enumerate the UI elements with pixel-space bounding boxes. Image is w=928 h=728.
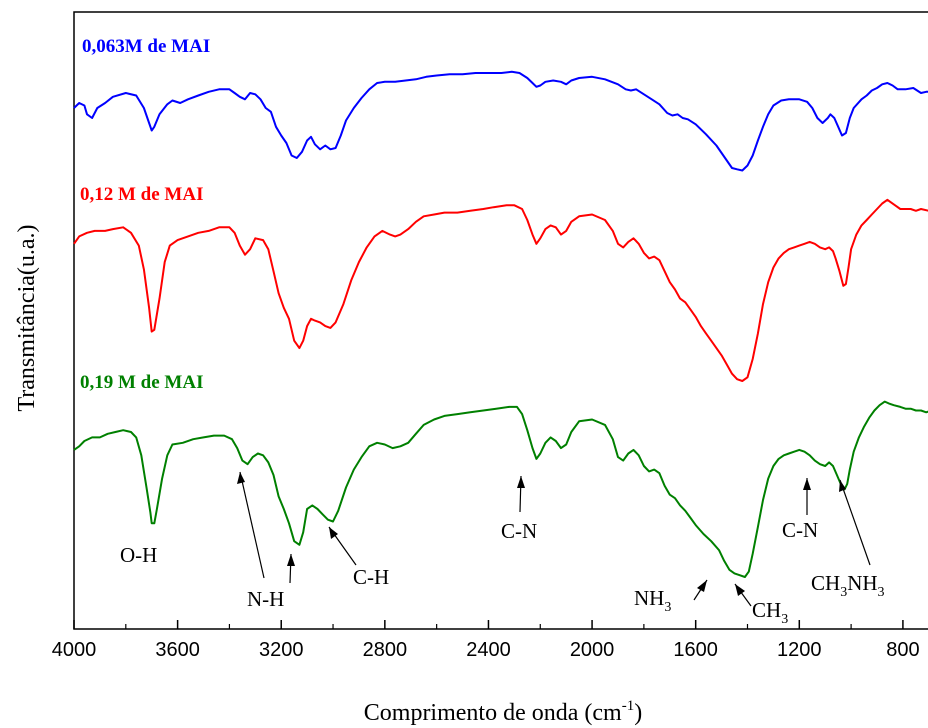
annotation-ch3nh3: CH3NH3: [811, 571, 885, 600]
series-label-019: 0,19 M de MAI: [80, 372, 203, 393]
series-layer: [73, 70, 928, 578]
series-line-1: [73, 198, 928, 382]
arrow-n-h-left: [239, 471, 265, 579]
annotation-c-n-1: C-N: [501, 519, 537, 543]
annotations: [239, 471, 871, 607]
annotation-nh3: NH3: [634, 586, 671, 615]
x-tick-label: 3200: [259, 639, 304, 661]
annotation-o-h: O-H: [120, 543, 157, 567]
x-tick-label: 2400: [466, 639, 511, 661]
series-line-2: [73, 400, 928, 578]
x-tick-label: 2000: [570, 639, 615, 661]
y-axis-title: Transmitância(u.a.): [14, 224, 40, 411]
x-axis-ticks: 4000 3600 3200 2800 2400 2000 1600 1200 800: [52, 620, 920, 661]
x-tick-label: 1200: [777, 639, 822, 661]
series-line-0: [73, 70, 928, 172]
plot-area-frame: [73, 11, 928, 630]
arrow-heads: [237, 472, 846, 596]
series-label-0063: 0,063M de MAI: [82, 36, 210, 57]
annotation-ch3: CH3: [752, 598, 788, 627]
x-tick-label: 2800: [363, 639, 408, 661]
annotation-c-h: C-H: [353, 565, 389, 589]
arrow-ch3nh3: [839, 479, 871, 566]
annotation-c-n-2: C-N: [782, 518, 818, 542]
x-tick-label: 4000: [52, 639, 97, 661]
x-tick-label: 800: [886, 639, 919, 661]
x-tick-label: 1600: [673, 639, 718, 661]
annotation-n-h: N-H: [247, 587, 284, 611]
series-label-012: 0,12 M de MAI: [80, 184, 203, 205]
x-tick-label: 3600: [155, 639, 200, 661]
x-axis-title: Comprimento de onda (cm-1): [364, 698, 642, 726]
